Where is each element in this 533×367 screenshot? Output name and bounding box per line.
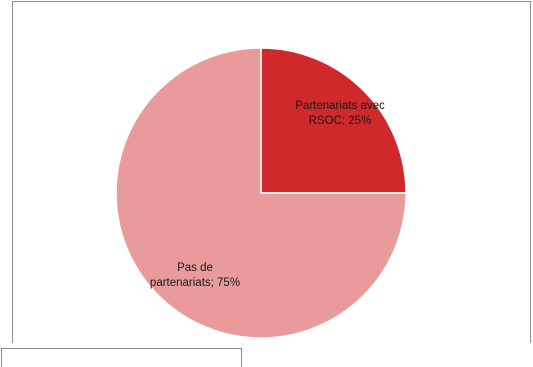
chart-frame — [12, 1, 531, 343]
pie-slice-1 — [260, 47, 407, 194]
slice-label-1: Partenariats avec RSOC; 25% — [295, 100, 385, 127]
lower-frame — [1, 348, 242, 367]
slice-label-line: Partenariats avec — [295, 100, 385, 112]
pie-slice-2 — [115, 47, 407, 339]
slice-label-line: partenariats; 75% — [150, 277, 240, 289]
slice-label-2: Pas de partenariats; 75% — [150, 262, 240, 289]
slice-label-line: Pas de — [177, 262, 213, 274]
slice-label-line: RSOC; 25% — [309, 115, 372, 127]
